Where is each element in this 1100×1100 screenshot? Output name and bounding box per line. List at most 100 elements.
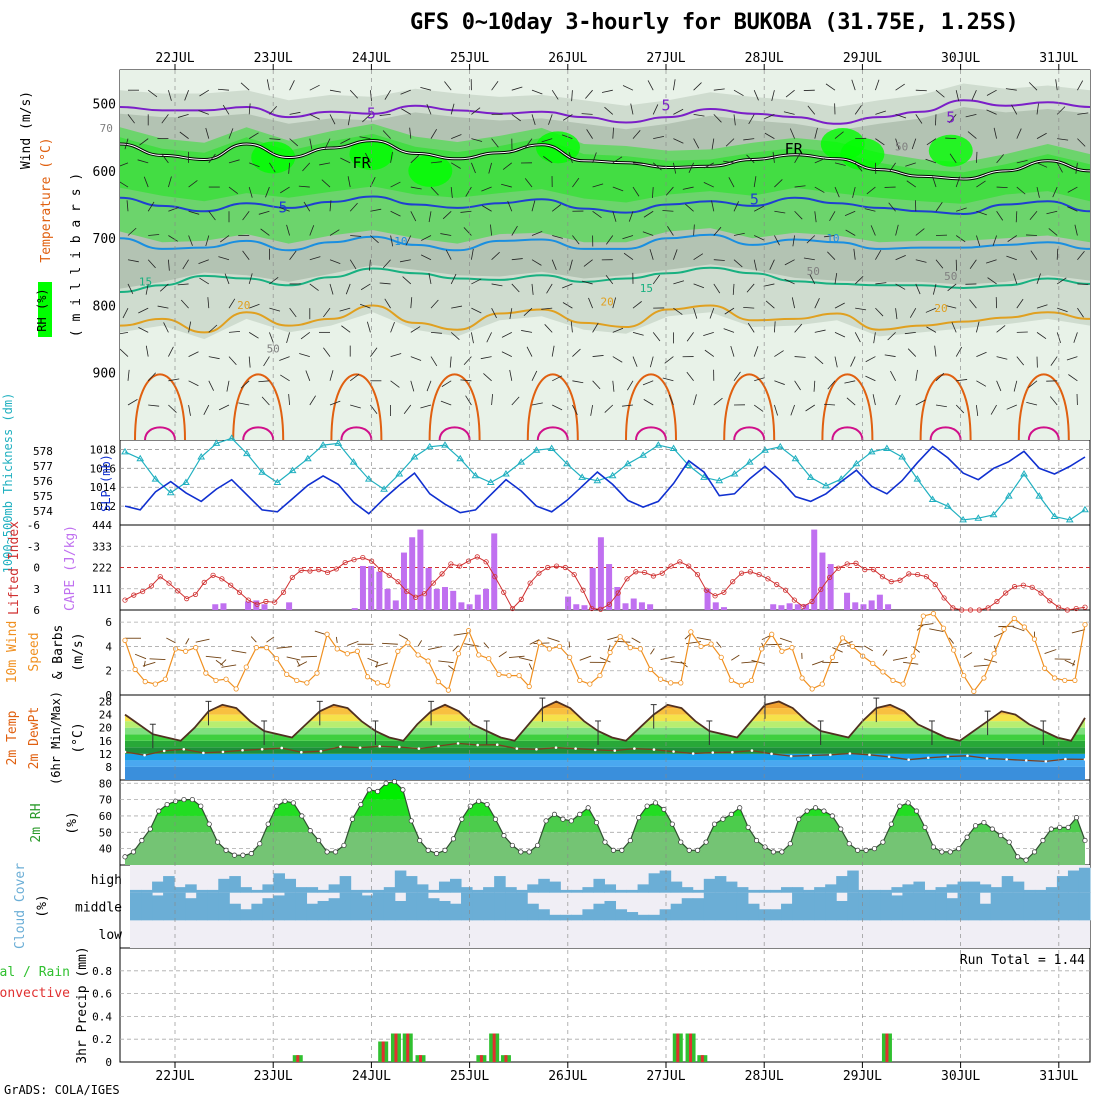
cloud-bar (968, 881, 981, 893)
wind-barb (390, 321, 395, 333)
wind-barb (249, 162, 260, 168)
cloud-bar (858, 892, 870, 921)
wind-barb (693, 114, 705, 117)
wind-barb (932, 283, 937, 295)
wind-barb (814, 356, 824, 365)
wind-barb (450, 162, 461, 169)
wind-barb (562, 114, 573, 121)
cloud-bar (505, 887, 517, 893)
wind-barb (743, 306, 755, 309)
wind-barb (713, 88, 725, 91)
cape-bar (400, 552, 407, 610)
wind-barb (481, 186, 492, 192)
slp-tick: 1014 (90, 481, 117, 494)
cloud-bar (328, 884, 341, 893)
wind-barb (1067, 206, 1078, 212)
wind-barb (643, 399, 654, 406)
wind-barb (887, 332, 896, 341)
thickness-marker (166, 488, 175, 496)
wind-barb (248, 356, 251, 368)
wind-barb (531, 283, 534, 295)
precip-convective-bar (676, 1033, 680, 1062)
wind-barb (269, 276, 279, 285)
wind-barb (612, 186, 624, 192)
dewpoint-marker (613, 749, 617, 752)
cloud-bar (814, 887, 826, 893)
rh-blob-bright (928, 134, 973, 167)
temperature-contour (120, 304, 1090, 334)
wind-barb (269, 162, 276, 173)
cloud-axis-label-2: (%) (35, 894, 50, 917)
wind-barb (248, 103, 251, 115)
dewpoint-marker (456, 742, 460, 745)
wind-barb (829, 211, 836, 221)
wind-barb (686, 371, 694, 382)
wind-barb (163, 322, 169, 333)
wind-marker (627, 645, 633, 651)
wind-barb (168, 235, 178, 242)
rh-marker (972, 823, 979, 829)
wind-barb (541, 307, 553, 310)
li-marker (1029, 584, 1035, 590)
wind-axis-label-2: Speed (27, 632, 42, 671)
thickness-marker (822, 481, 830, 489)
cloud-bar (438, 881, 451, 893)
wind-barb (1036, 103, 1039, 115)
wind-barb (525, 138, 533, 148)
wind-marker (809, 686, 815, 692)
li-marker (791, 597, 797, 603)
upper-air-panel (120, 70, 1090, 440)
cloud-bar (814, 892, 826, 921)
wind-barb (362, 114, 371, 123)
temperature-legend: Temperature (°C) (39, 137, 54, 262)
dewpoint-marker (241, 748, 244, 752)
thickness-marker (517, 458, 526, 465)
wind-barb (471, 107, 481, 115)
wind-barb (733, 201, 740, 212)
rh-marker (636, 815, 642, 821)
cloud-bar (1067, 892, 1080, 921)
wind-barb (764, 114, 775, 120)
cape-bar (860, 604, 867, 610)
temp-band (125, 734, 1085, 741)
wind-barb (754, 377, 765, 382)
rh-plume (1043, 366, 1090, 440)
rh-marker (1057, 824, 1063, 830)
wind-barb (784, 278, 795, 285)
li-marker (316, 567, 322, 573)
cloud-bar (770, 889, 782, 893)
wind-barb (686, 332, 694, 342)
li-marker (844, 561, 850, 567)
wind-barb (509, 369, 513, 381)
wind-barb (444, 81, 452, 91)
wind-barb (996, 186, 1008, 189)
rh-tick: 80 (99, 777, 112, 790)
wind-barb (410, 356, 422, 361)
dewpoint-marker (397, 745, 401, 749)
wind-marker (526, 683, 532, 690)
wind-tick: 2 (105, 665, 112, 678)
cloud-bar (758, 889, 771, 893)
wind-barb (846, 397, 856, 406)
wind-barb (854, 332, 861, 343)
wind-barb (1036, 273, 1041, 285)
top-date-label: 26JUL (548, 51, 587, 66)
wind-barb (420, 86, 432, 91)
thickness-marker (730, 470, 739, 477)
wind-barb (1028, 82, 1038, 91)
rh-marker (526, 849, 532, 855)
wind-barb (401, 108, 412, 115)
temperature-contour (120, 99, 1090, 125)
wind-barb (934, 345, 937, 357)
slp-thickness-panel (120, 434, 1090, 523)
rh-marker (619, 847, 625, 853)
rh-marker (332, 849, 339, 855)
wind-barb (188, 235, 193, 246)
wind-barb (379, 282, 391, 285)
li-marker (571, 571, 577, 578)
cloud-cover-panel (130, 865, 1091, 948)
wind-barb-10m (220, 659, 227, 666)
wind-barb-10m (205, 655, 222, 659)
wind-barb (774, 321, 776, 333)
wind-barb (445, 249, 452, 260)
